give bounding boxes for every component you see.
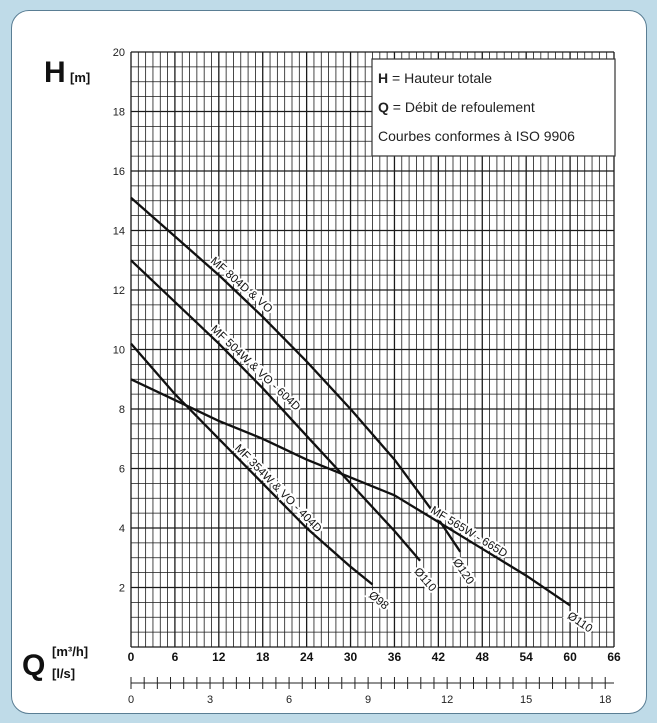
x-tick-label-m3h: 30 <box>344 650 358 664</box>
y-tick-label: 10 <box>113 345 125 357</box>
y-axis-unit: [m] <box>70 70 90 85</box>
x-tick-label-m3h: 12 <box>212 650 226 664</box>
y-tick-label: 8 <box>119 404 125 416</box>
x-tick-label-ls: 0 <box>128 694 134 706</box>
curve-end-label: Ø110 <box>565 610 594 635</box>
curve-end-group: Ø110 <box>563 608 596 637</box>
chart-panel: MF 804D & VO Ø120 MF 504W & VO - 604D Ø110 M… <box>11 10 647 714</box>
x-tick-label-ls: 3 <box>207 694 213 706</box>
y-tick-label: 4 <box>119 523 125 535</box>
curve-4 <box>130 342 374 586</box>
legend: H = Hauteur totale Q = Débit de refoulem… <box>371 58 616 157</box>
x-axis-title: Q <box>22 649 45 682</box>
x-tick-label-m3h: 18 <box>256 650 270 664</box>
y-tick-label: 18 <box>113 107 125 119</box>
curve-end-group: Ø120 <box>448 555 478 589</box>
x-axis-unit-m3h: [m³/h] <box>52 644 88 659</box>
y-axis-title: H <box>44 56 66 89</box>
curve-end-label: Ø110 <box>411 566 438 595</box>
legend-box <box>371 58 616 157</box>
x-tick-label-m3h: 42 <box>432 650 446 664</box>
x-tick-label-ls: 9 <box>365 694 371 706</box>
x-tick-label-m3h: 6 <box>172 650 179 664</box>
curve-3 <box>130 378 571 607</box>
x-tick-label-m3h: 24 <box>300 650 314 664</box>
x-tick-label-m3h: 66 <box>607 650 621 664</box>
curve-label-group: MF 354W & VO - 404D <box>230 440 325 537</box>
legend-line-3: Courbes conformes à ISO 9906 <box>378 128 575 144</box>
x-tick-label-ls: 18 <box>599 694 611 706</box>
x-tick-label-ls: 15 <box>520 694 532 706</box>
x-tick-label-ls: 12 <box>441 694 453 706</box>
legend-line-1: H = Hauteur totale <box>378 70 492 86</box>
curve-1 <box>130 196 462 553</box>
curve-name-label: MF 354W & VO - 404D <box>232 442 323 535</box>
x-tick-label-m3h: 60 <box>563 650 577 664</box>
x-tick-label-ls: 6 <box>286 694 292 706</box>
y-tick-label: 20 <box>113 47 125 59</box>
y-tick-label: 2 <box>119 583 125 595</box>
x-tick-label-m3h: 36 <box>388 650 402 664</box>
curve-2 <box>130 259 421 562</box>
x-axis-unit-ls: [l/s] <box>52 666 75 681</box>
y-tick-label: 16 <box>113 166 125 178</box>
curve-end-label: Ø120 <box>450 557 476 587</box>
curve-end-group: Ø110 <box>409 564 440 597</box>
x-tick-label-m3h: 54 <box>520 650 534 664</box>
y-tick-label: 14 <box>113 226 125 238</box>
legend-line-2: Q = Débit de refoulement <box>378 99 535 115</box>
x-tick-label-m3h: 48 <box>476 650 490 664</box>
y-tick-label: 12 <box>113 285 125 297</box>
y-tick-label: 6 <box>119 464 125 476</box>
x-tick-label-m3h: 0 <box>128 650 135 664</box>
